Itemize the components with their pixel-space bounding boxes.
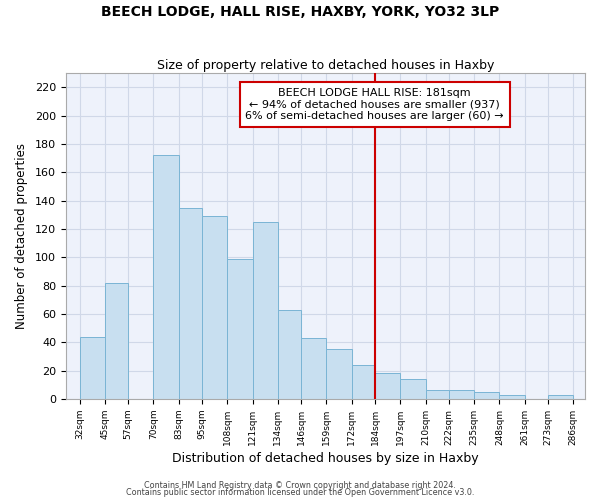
Bar <box>548 394 574 399</box>
Bar <box>474 392 499 399</box>
Text: BEECH LODGE, HALL RISE, HAXBY, YORK, YO32 3LP: BEECH LODGE, HALL RISE, HAXBY, YORK, YO3… <box>101 5 499 19</box>
Bar <box>253 222 278 399</box>
Text: Contains public sector information licensed under the Open Government Licence v3: Contains public sector information licen… <box>126 488 474 497</box>
Bar <box>179 208 202 399</box>
Bar <box>154 156 179 399</box>
Bar <box>375 374 400 399</box>
Bar <box>301 338 326 399</box>
Bar <box>278 310 301 399</box>
Bar <box>202 216 227 399</box>
Title: Size of property relative to detached houses in Haxby: Size of property relative to detached ho… <box>157 59 494 72</box>
Bar <box>227 258 253 399</box>
Text: Contains HM Land Registry data © Crown copyright and database right 2024.: Contains HM Land Registry data © Crown c… <box>144 480 456 490</box>
Bar <box>80 336 105 399</box>
Bar <box>105 283 128 399</box>
Bar <box>326 350 352 399</box>
Text: BEECH LODGE HALL RISE: 181sqm
← 94% of detached houses are smaller (937)
6% of s: BEECH LODGE HALL RISE: 181sqm ← 94% of d… <box>245 88 504 121</box>
Bar <box>400 379 425 399</box>
Bar <box>499 394 525 399</box>
Bar <box>425 390 449 399</box>
Y-axis label: Number of detached properties: Number of detached properties <box>15 143 28 329</box>
Bar <box>352 365 375 399</box>
Bar <box>449 390 474 399</box>
X-axis label: Distribution of detached houses by size in Haxby: Distribution of detached houses by size … <box>172 452 479 465</box>
